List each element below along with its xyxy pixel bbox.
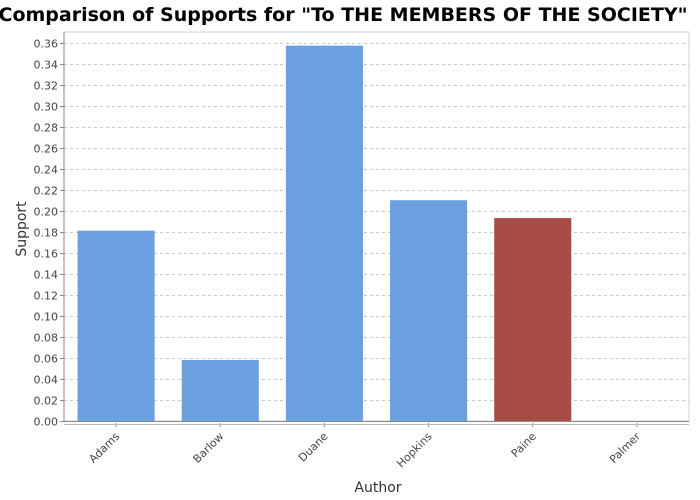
y-tick-label: 0.02: [34, 395, 59, 408]
x-tick-label: Barlow: [191, 430, 227, 466]
grid-layer: [63, 31, 690, 422]
axes-layer: [60, 32, 689, 427]
y-tick-label: 0.16: [34, 248, 59, 261]
y-tick-label: 0.26: [34, 143, 59, 156]
y-ticks: 0.00 0.02 0.04 0.06 0.08 0.10 0.12 0.14 0.16 0.18…: [34, 38, 59, 429]
x-axis-label: Author: [354, 480, 401, 496]
x-tick-label: Hopkins: [394, 430, 435, 471]
y-tick-label: 0.12: [34, 290, 59, 303]
y-tick-label: 0.28: [34, 122, 59, 135]
y-tick-label: 0.04: [34, 374, 59, 387]
y-tick-label: 0.10: [34, 311, 59, 324]
x-tick-label: Adams: [86, 430, 122, 466]
y-tick-label: 0.30: [34, 101, 59, 114]
y-tick-label: 0.08: [34, 332, 59, 345]
y-tick-label: 0.20: [34, 206, 59, 219]
y-tick-label: 0.00: [34, 416, 59, 429]
y-tick-label: 0.36: [34, 38, 59, 51]
bar-barlow: [181, 360, 259, 421]
x-tick-label: Paine: [509, 430, 539, 460]
y-tick-label: 0.22: [34, 185, 59, 198]
bar-duane: [285, 45, 363, 421]
bar-adams: [77, 230, 155, 421]
y-tick-label: 0.06: [34, 353, 59, 366]
y-tick-label: 0.18: [34, 227, 59, 240]
y-tick-label: 0.24: [34, 164, 59, 177]
plot-area: [63, 31, 690, 422]
x-tick-label: Palmer: [607, 430, 643, 466]
x-tick-label: Duane: [296, 430, 331, 465]
bar-paine: [494, 218, 572, 421]
chart-title: Comparison of Supports for "To THE MEMBE…: [0, 4, 687, 26]
y-tick-label: 0.14: [34, 269, 59, 282]
bar-hopkins: [390, 200, 468, 421]
y-tick-label: 0.32: [34, 80, 59, 93]
y-axis-label: Support: [14, 201, 30, 257]
bars-layer: [77, 45, 572, 421]
y-tick-label: 0.34: [34, 59, 59, 72]
x-categories: Adams Barlow Duane Hopkins Paine Palmer: [86, 430, 643, 471]
